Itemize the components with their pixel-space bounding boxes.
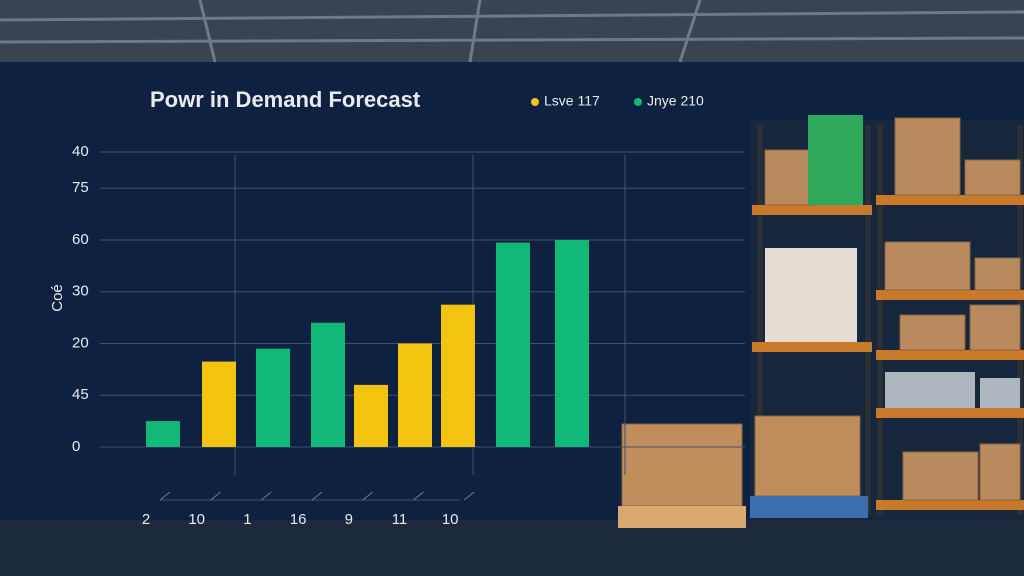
- bar: [441, 304, 475, 447]
- x-tick-label: 11: [392, 511, 408, 528]
- x-tick-label: 9: [345, 511, 353, 528]
- y-tick-label: 60: [72, 231, 89, 248]
- legend-swatch: [531, 98, 539, 106]
- x-tick: [413, 491, 424, 501]
- y-tick-label: 0: [72, 438, 80, 455]
- y-tick-label: 30: [72, 283, 89, 300]
- legend-label: Jnye 210: [647, 93, 704, 109]
- chart-title: Powr in Demand Forecast: [150, 87, 421, 112]
- legend-swatch: [634, 98, 642, 106]
- bar: [398, 343, 432, 447]
- x-tick-label: 10: [188, 511, 205, 528]
- bar: [146, 421, 180, 447]
- bar: [354, 384, 388, 447]
- x-tick: [311, 491, 323, 501]
- x-tick-label: 16: [290, 511, 307, 528]
- pallets: [618, 415, 868, 528]
- y-tick-label: 75: [72, 179, 89, 196]
- legend-label: Lsve 117: [544, 93, 600, 109]
- y-axis-label: Coé: [49, 284, 66, 312]
- x-tick: [210, 491, 222, 501]
- bar: [496, 242, 530, 447]
- floor: [0, 520, 1024, 576]
- ceiling: [0, 0, 1024, 62]
- x-tick: [261, 491, 272, 501]
- x-tick: [362, 491, 374, 501]
- ceiling-beams: [0, 0, 1024, 63]
- bar: [202, 361, 236, 447]
- x-tick-label: 10: [442, 511, 459, 528]
- bar: [555, 239, 589, 447]
- x-tick: [463, 491, 475, 501]
- y-tick-label: 40: [72, 143, 89, 160]
- x-tick-label: 1: [243, 511, 251, 528]
- bar: [311, 322, 345, 447]
- y-tick-label: 45: [72, 386, 89, 403]
- x-tick: [159, 491, 171, 501]
- x-tick-label: 2: [142, 511, 150, 528]
- y-tick-label: 20: [72, 334, 89, 351]
- bar: [256, 348, 290, 447]
